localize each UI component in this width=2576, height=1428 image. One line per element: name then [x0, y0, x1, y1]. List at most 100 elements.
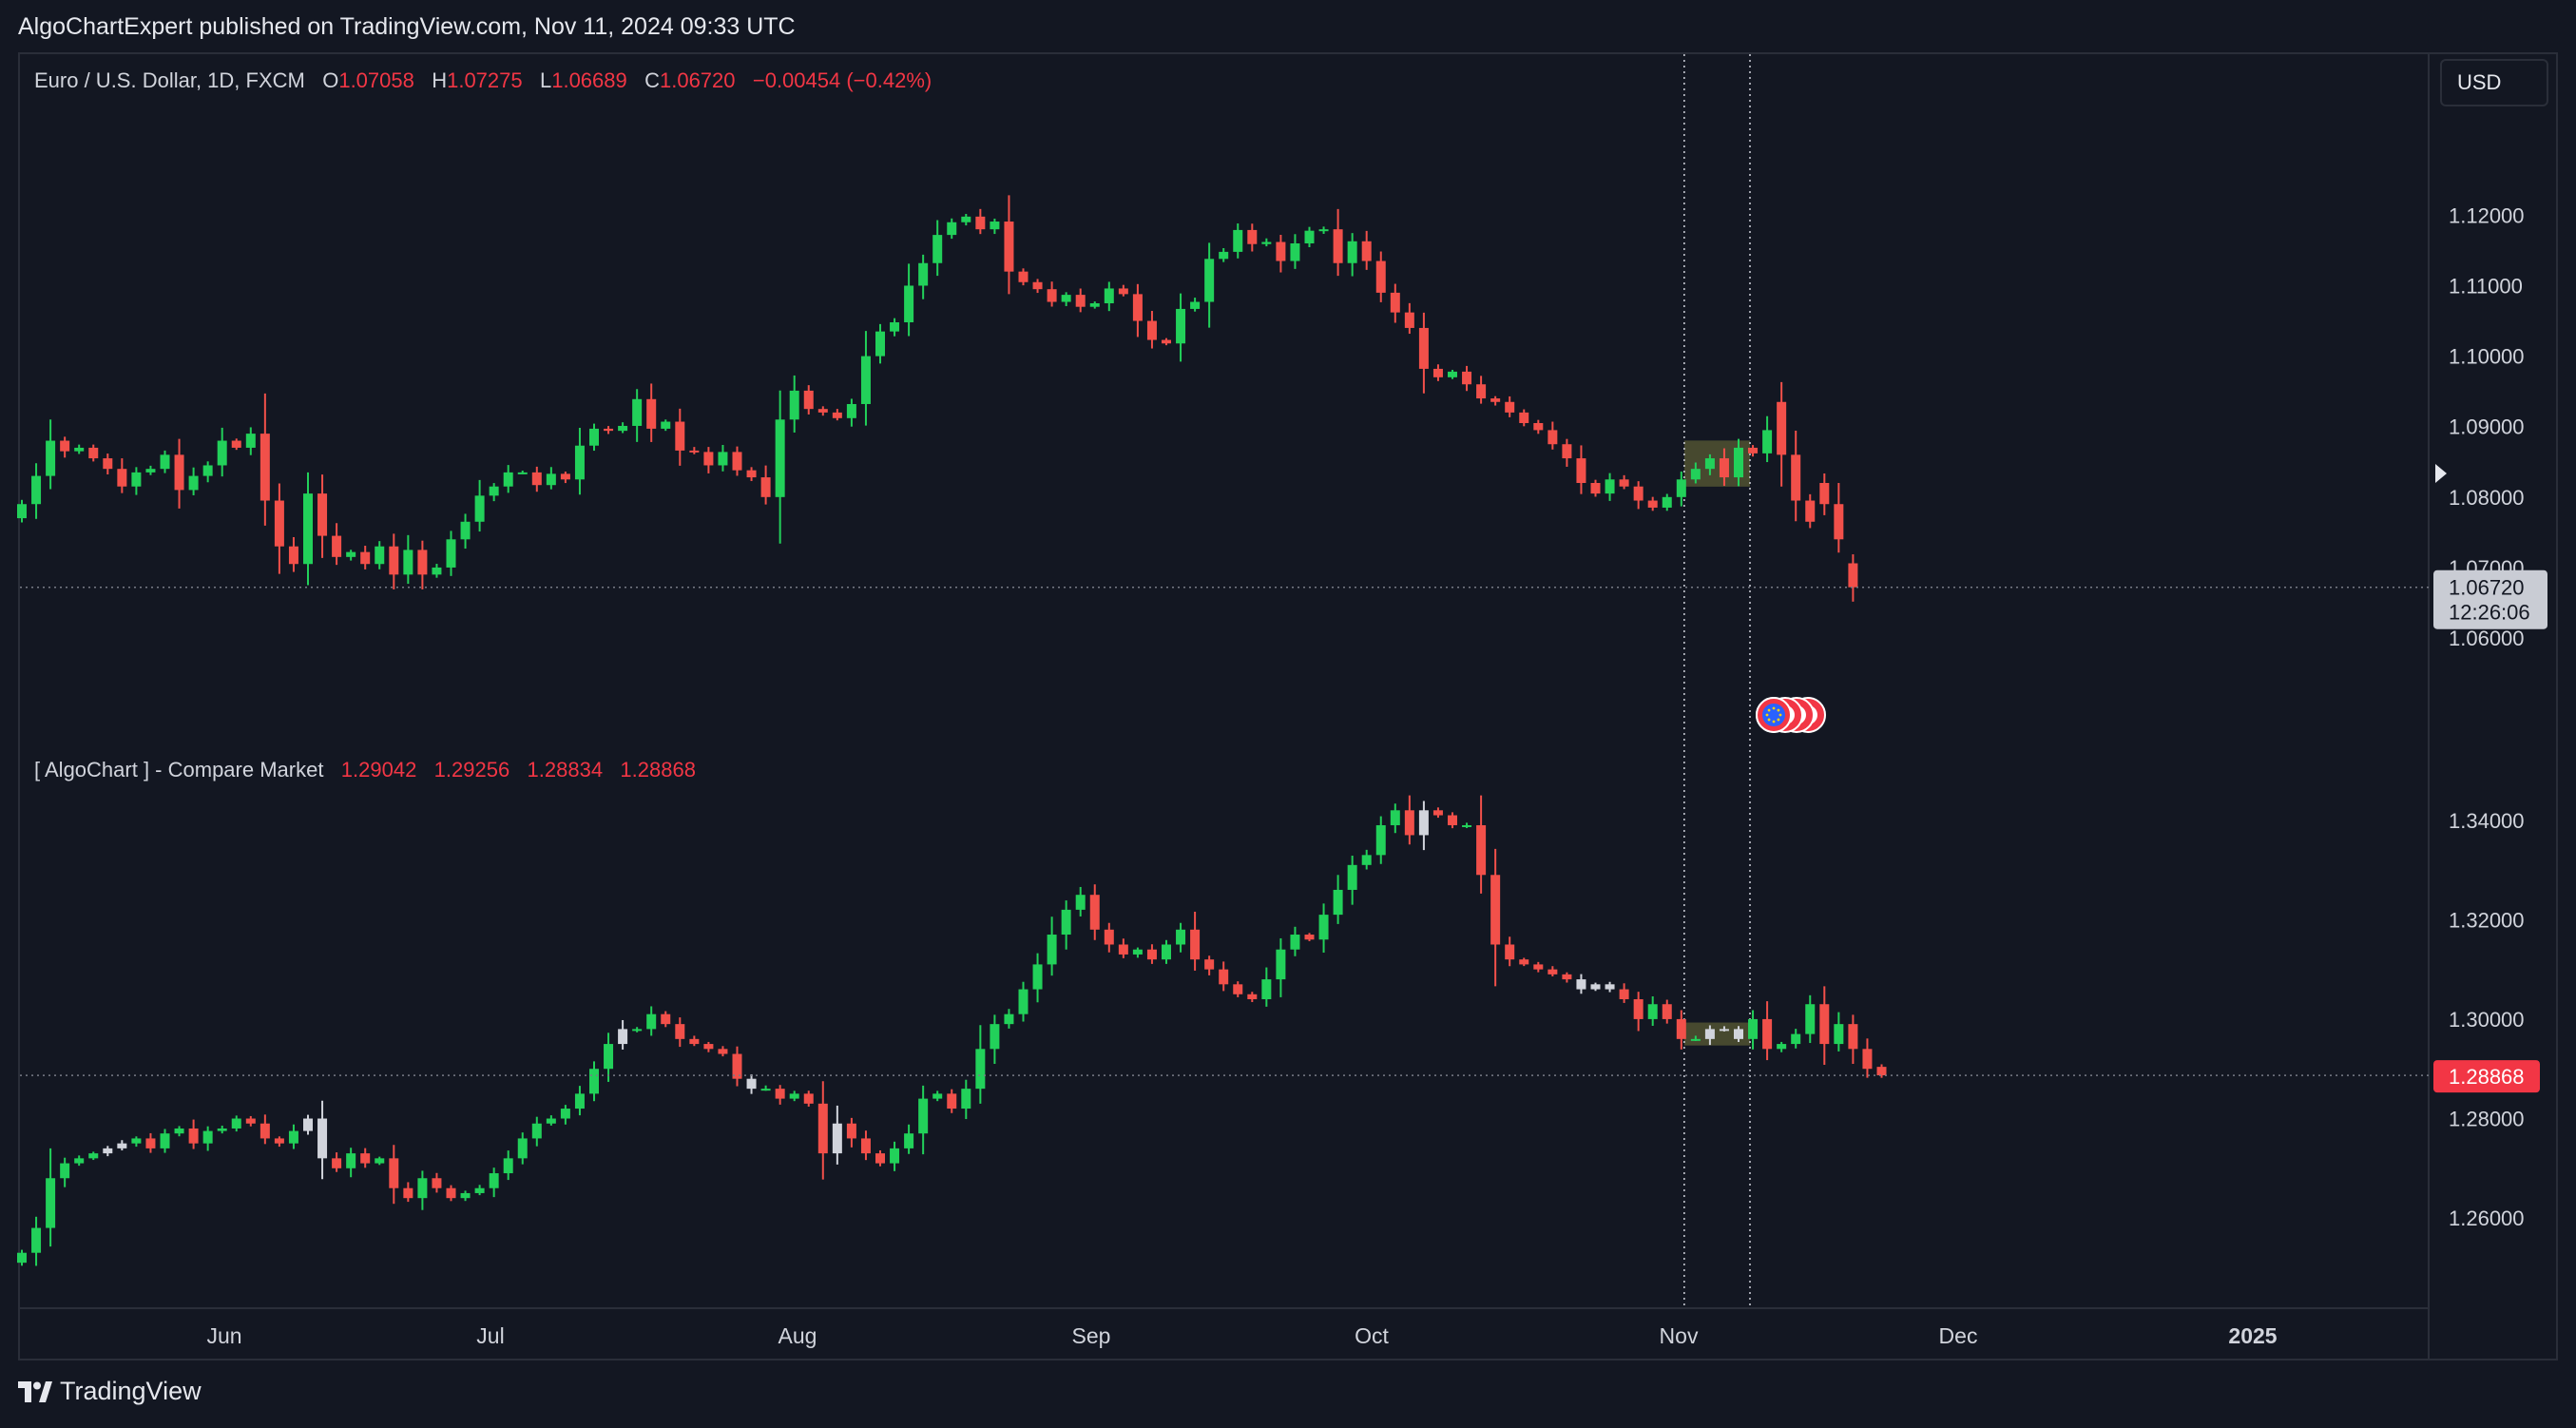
- candle-body: [1662, 1004, 1672, 1019]
- candle-body: [1862, 1049, 1873, 1070]
- candle-body: [846, 403, 856, 418]
- candle-body: [1004, 222, 1014, 272]
- candle-body: [817, 409, 828, 413]
- candle-body: [1848, 1024, 1858, 1050]
- candle-body: [1032, 281, 1043, 290]
- compare-last-badge: [2433, 1060, 2540, 1093]
- candle-body: [1190, 929, 1201, 960]
- candle-body: [117, 1143, 127, 1148]
- candle-body: [1619, 479, 1629, 487]
- candle-body: [1290, 243, 1300, 261]
- candle-body: [1347, 241, 1357, 263]
- candle-body: [1018, 271, 1028, 282]
- candle-body: [517, 472, 528, 474]
- candle-body: [1333, 229, 1343, 263]
- candle-body: [1834, 1024, 1844, 1045]
- indicator-name[interactable]: [ AlgoChart ] - Compare Market: [34, 758, 324, 782]
- candle-body: [1075, 895, 1086, 910]
- candle-body: [1089, 895, 1100, 930]
- candle-body: [145, 469, 156, 473]
- candle-body: [245, 1118, 256, 1124]
- candle-body: [1146, 320, 1157, 340]
- candle-body: [546, 473, 556, 486]
- candle-body: [1662, 496, 1672, 508]
- candle-body: [1690, 1038, 1701, 1041]
- eu-flag-star: [1765, 713, 1769, 717]
- candle-body: [531, 1123, 542, 1139]
- candle-body: [1176, 308, 1186, 344]
- candle-body: [1633, 999, 1644, 1019]
- candle-body: [1304, 935, 1315, 940]
- candle-body: [1104, 929, 1114, 945]
- candle-body: [417, 1178, 428, 1199]
- candle-body: [618, 425, 628, 432]
- candle-body: [1318, 229, 1329, 232]
- candle-body: [1219, 969, 1229, 985]
- candle-body: [1432, 810, 1443, 816]
- candle-body: [517, 1138, 528, 1159]
- candle-body: [675, 1024, 685, 1039]
- candle-body: [260, 1123, 270, 1139]
- legend-change: −0.00454 (−0.42%): [752, 68, 932, 92]
- candle-body: [503, 472, 513, 487]
- x-tick-label: 2025: [2228, 1323, 2277, 1348]
- eu-flag-star: [1772, 720, 1776, 724]
- candle-body: [317, 493, 328, 536]
- candle-body: [1533, 964, 1544, 970]
- candle-body: [1276, 241, 1286, 261]
- legend-bottom: [ AlgoChart ] - Compare Market 1.29042 1…: [34, 758, 696, 782]
- candle-body: [217, 440, 227, 466]
- candle-body: [1619, 989, 1629, 1000]
- candle-body: [661, 1013, 671, 1025]
- candle-body: [890, 322, 900, 332]
- candle-body: [1819, 1004, 1830, 1045]
- candle-body: [589, 428, 599, 446]
- compare-last-label: 1.28868: [2449, 1065, 2525, 1089]
- candle-body: [217, 1128, 227, 1131]
- legend-top: Euro / U.S. Dollar, 1D, FXCM O1.07058 H1…: [34, 68, 932, 93]
- candle-body: [432, 567, 442, 575]
- candle-body: [1748, 447, 1759, 453]
- indicator-value-2: 1.29256: [433, 758, 510, 782]
- publish-header: AlgoChartExpert published on TradingView…: [0, 0, 2576, 55]
- y-tick-label: 1.08000: [2449, 486, 2525, 510]
- candle-body: [1676, 1018, 1686, 1039]
- candle-body: [1104, 288, 1114, 303]
- candle-body: [474, 495, 485, 522]
- candle-body: [1777, 401, 1787, 455]
- candle-body: [375, 1158, 385, 1164]
- chart-frame: [18, 52, 2558, 1360]
- candle-body: [718, 1049, 728, 1054]
- candle-body: [1490, 398, 1501, 402]
- candle-body: [1590, 483, 1601, 494]
- candle-body: [646, 1013, 657, 1030]
- candle-body: [1647, 1004, 1658, 1019]
- eu-flag-star: [1777, 718, 1780, 722]
- legend-symbol[interactable]: Euro / U.S. Dollar, 1D, FXCM: [34, 68, 305, 92]
- candle-body: [303, 493, 313, 565]
- candle-body: [1505, 401, 1515, 413]
- tradingview-logo[interactable]: TradingView: [18, 1377, 202, 1406]
- candle-body: [403, 550, 413, 575]
- candle-body: [1719, 1029, 1729, 1032]
- candle-body: [932, 235, 943, 263]
- candle-body: [1519, 959, 1529, 965]
- candle-body: [1605, 984, 1615, 990]
- compare-candles: [17, 795, 1887, 1266]
- candle-body: [46, 440, 56, 476]
- candle-body: [589, 1069, 599, 1094]
- candle-body: [74, 1158, 85, 1164]
- candle-body: [1390, 292, 1400, 313]
- candle-body: [932, 1093, 943, 1099]
- candle-body: [1047, 289, 1057, 302]
- candle-body: [1162, 339, 1171, 344]
- candle-body: [1404, 810, 1414, 836]
- currency-selector[interactable]: USD: [2440, 59, 2548, 106]
- candle-body: [560, 473, 570, 480]
- indicator-value-3: 1.28834: [527, 758, 604, 782]
- candle-body: [746, 1078, 757, 1090]
- footer-bar: [0, 1360, 2576, 1428]
- candle-body: [1548, 430, 1558, 445]
- candle-body: [1576, 458, 1586, 483]
